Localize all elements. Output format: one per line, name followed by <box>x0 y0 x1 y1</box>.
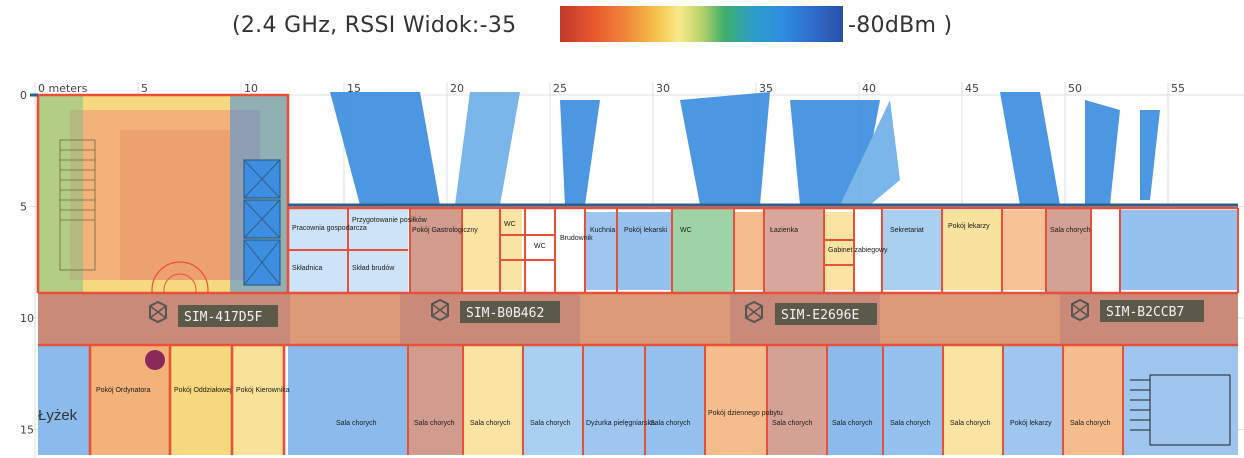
bottom-rooms-band <box>38 345 1238 458</box>
exterior-wall <box>30 93 1238 207</box>
x-tick-label: 30 <box>656 82 670 95</box>
room-label: Pokój dziennego pobytu <box>708 410 783 417</box>
legend-left-text: (2.4 GHz, RSSI Widok:-35 <box>232 13 517 38</box>
x-tick-label: 25 <box>553 82 567 95</box>
y-tick-label: 15 <box>20 424 34 437</box>
legend-right-text: -80dBm ) <box>848 13 953 38</box>
ap-label-box <box>1100 300 1204 322</box>
room-label: Sala chorych <box>950 420 991 427</box>
room-labels-bottom: Pokój Ordynatora Pokój Oddziałowej Pokój K… <box>96 387 1111 427</box>
x-tick-label: 55 <box>1171 82 1185 95</box>
room-label: Pokój Oddziałowej <box>174 387 232 394</box>
x-tick-label: 45 <box>965 82 979 95</box>
ap-label: SIM-E2696E <box>781 308 859 323</box>
room-label: Sala chorych <box>530 420 571 427</box>
x-tick-label: 0 meters <box>38 82 88 95</box>
room-label: Sala chorych <box>832 420 873 427</box>
room-label: Pokój lekarski <box>624 227 668 234</box>
room-label: Pokój lekarzy <box>1010 420 1052 427</box>
ap-label-box <box>775 303 877 325</box>
ap-label: SIM-B2CCB7 <box>1106 305 1184 320</box>
ap-label-box <box>178 305 278 327</box>
access-point-sim-417d5f[interactable]: SIM-417D5F <box>149 300 278 327</box>
room-label: Sala chorych <box>336 420 377 427</box>
access-point-sim-e2696e[interactable]: SIM-E2696E <box>745 300 877 325</box>
room-label: Gabinet zabiegowy <box>828 247 888 254</box>
room-label: Kuchnia <box>590 227 615 234</box>
room-label: Łazienka <box>770 227 798 234</box>
access-point-sim-b0b462[interactable]: SIM-B0B462 <box>431 298 560 323</box>
y-tick-label: 5 <box>20 201 27 214</box>
room-label: Sala chorych <box>414 420 455 427</box>
ap-label: SIM-B0B462 <box>466 306 544 321</box>
coverage-top-zone <box>330 92 1160 205</box>
x-tick-label: 5 <box>141 82 148 95</box>
corner-label: Łyżek <box>38 407 78 424</box>
room-label: Przygotowanie posiłków <box>352 217 428 224</box>
room-label: WC <box>680 227 692 234</box>
x-tick-label: 35 <box>759 82 773 95</box>
x-tick-label: 10 <box>244 82 258 95</box>
room-label: Pokój Kierownika <box>236 387 290 394</box>
signal-legend: (2.4 GHz, RSSI Widok:-35 -80dBm ) <box>0 0 1244 50</box>
ap-label: SIM-417D5F <box>184 310 262 325</box>
room-label: WC <box>534 243 546 250</box>
room-label: Brudownik <box>560 235 593 242</box>
room-label: Składnica <box>292 265 322 272</box>
x-tick-label: 20 <box>450 82 464 95</box>
x-tick-label: 15 <box>347 82 361 95</box>
ap-label-box <box>460 301 560 323</box>
room-label: Sala chorych <box>1050 227 1091 234</box>
location-marker <box>145 350 165 370</box>
room-label: WC <box>504 221 516 228</box>
room-label: Sala chorych <box>772 420 813 427</box>
room-label: Sekretariat <box>890 227 924 234</box>
room-label: Pracownia gospodarcza <box>292 225 367 232</box>
y-tick-label: 0 <box>20 89 27 102</box>
room-label: Pokój Ordynatora <box>96 387 151 394</box>
room-label: Skład brudów <box>352 265 395 272</box>
y-axis: 0 5 10 15 <box>20 89 34 437</box>
y-tick-label: 10 <box>20 312 34 325</box>
x-axis: 0 meters 5 10 15 20 25 30 35 40 45 50 55 <box>38 82 1185 95</box>
room-label: Dyżurka pielęgniarska <box>586 420 655 427</box>
room-label: Sala chorych <box>890 420 931 427</box>
left-wing <box>38 95 288 319</box>
room-label: Sala chorych <box>470 420 511 427</box>
x-tick-label: 40 <box>862 82 876 95</box>
access-point-sim-b2ccb7[interactable]: SIM-B2CCB7 <box>1071 298 1204 322</box>
room-label: Pokój Gastrologiczny <box>412 227 478 234</box>
legend-gradient-bar <box>560 6 843 42</box>
room-label: Sala chorych <box>650 420 691 427</box>
x-tick-label: 50 <box>1068 82 1082 95</box>
right-stairs <box>1130 374 1231 446</box>
room-label: Pokój lekarzy <box>948 223 990 230</box>
room-label: Sala chorych <box>1070 420 1111 427</box>
